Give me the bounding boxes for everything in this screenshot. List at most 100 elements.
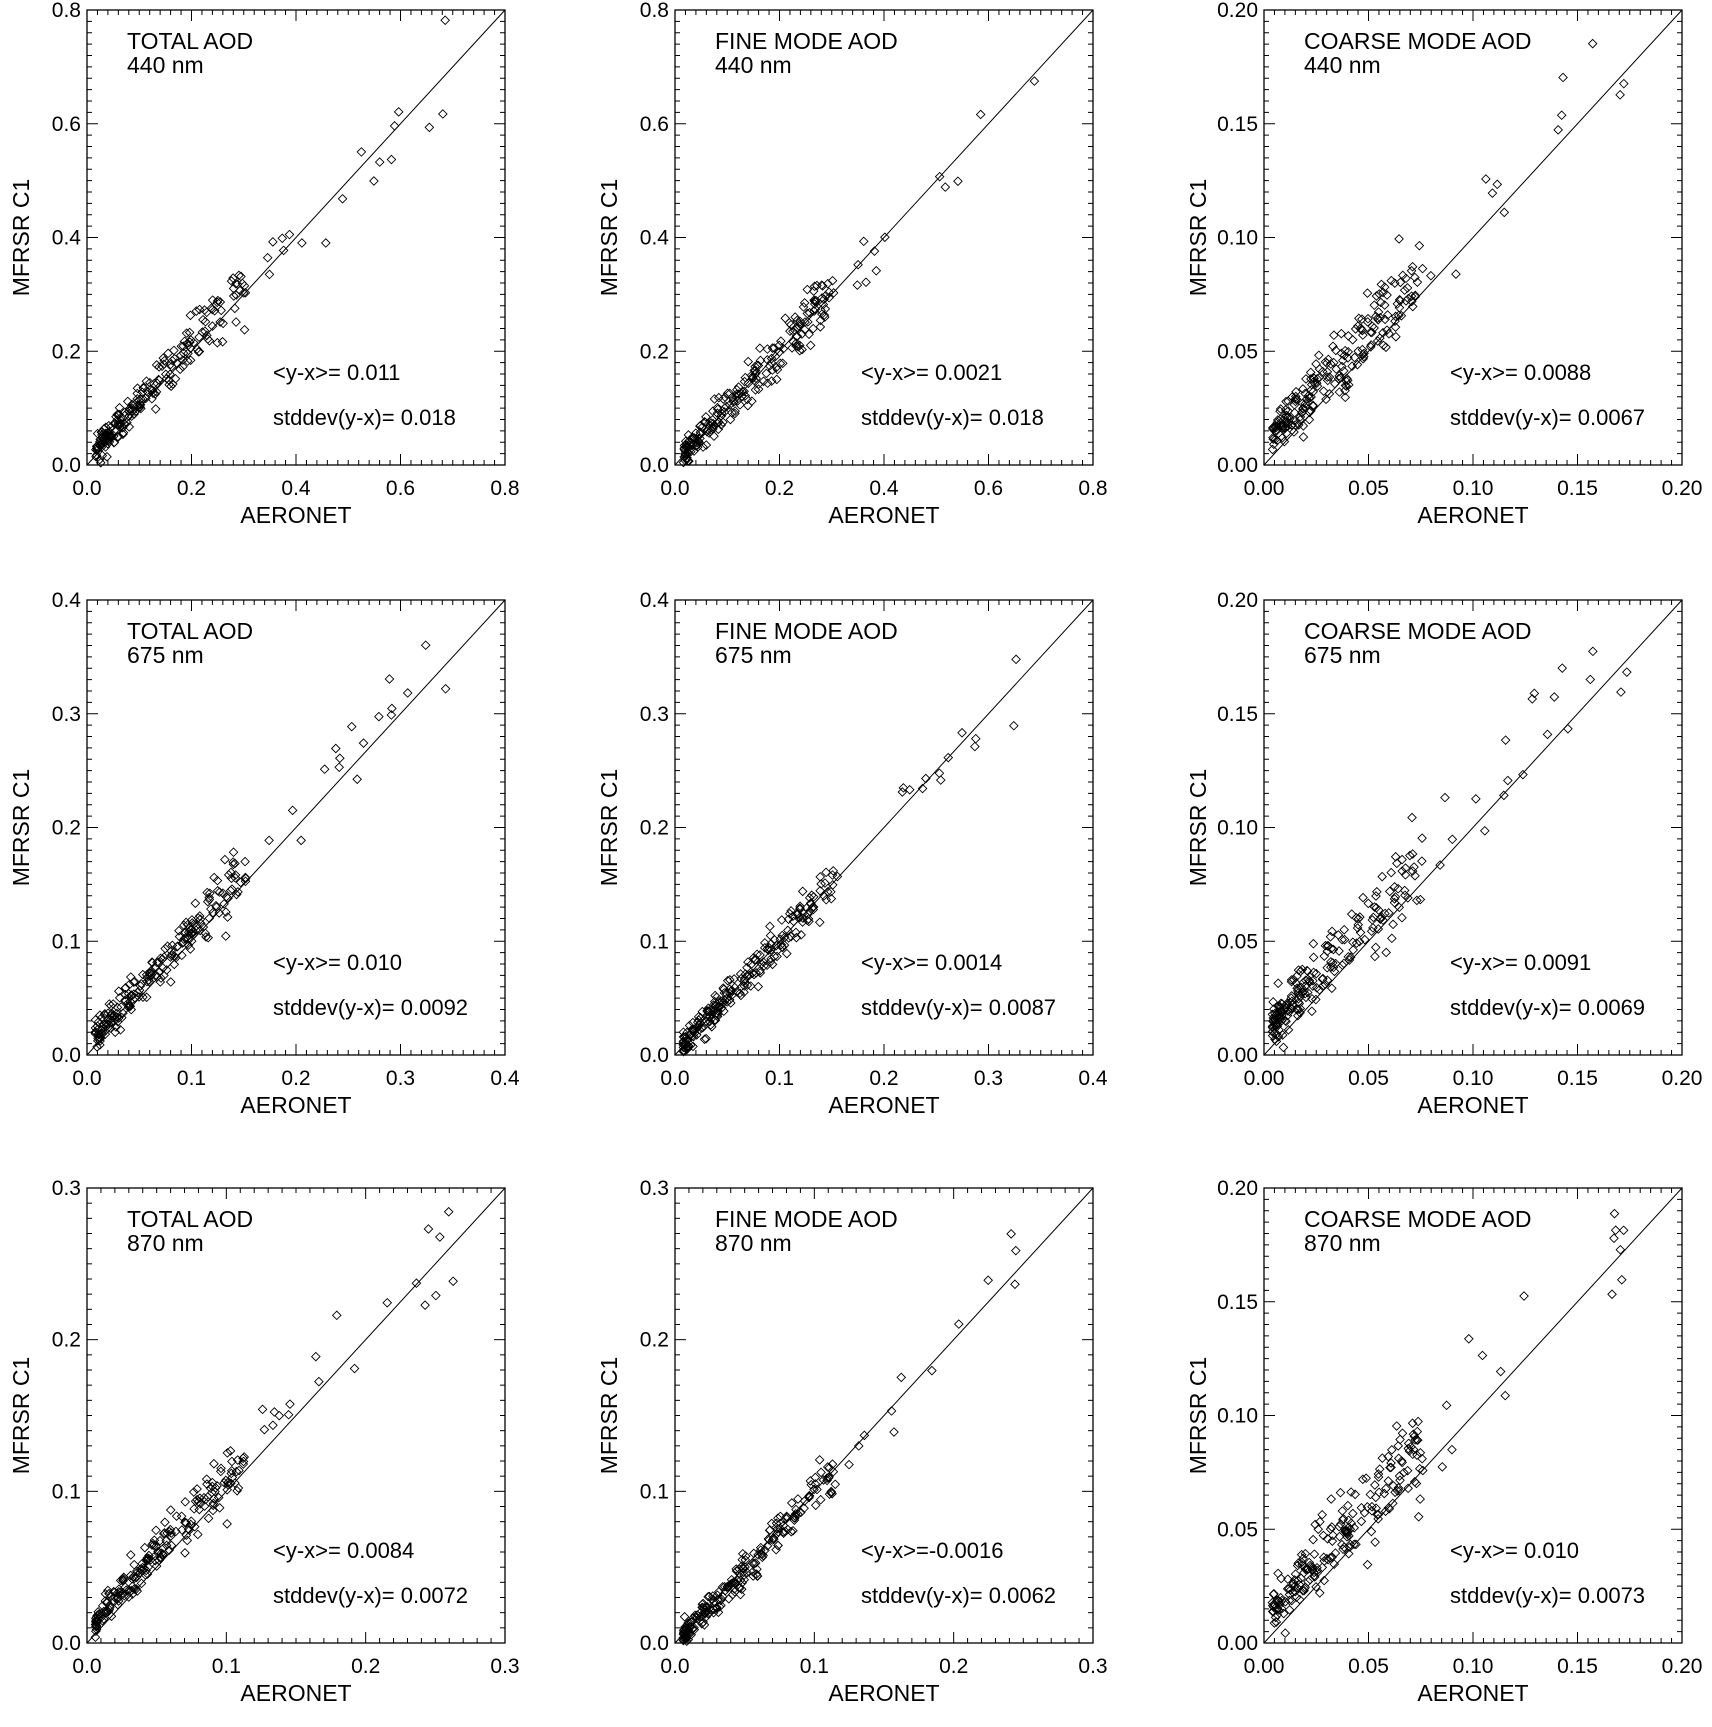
data-point [1362, 288, 1373, 298]
data-point [752, 949, 762, 960]
data-point [1417, 856, 1427, 867]
data-point [225, 885, 236, 896]
data-point [175, 350, 186, 361]
data-point [96, 442, 107, 453]
data-point [1407, 866, 1418, 876]
data-point [191, 306, 202, 316]
data-point [106, 1611, 117, 1622]
data-point [934, 768, 945, 779]
scatter-points [678, 654, 1021, 1057]
data-point [678, 1625, 689, 1636]
x-tick-label: 0.2 [177, 477, 206, 500]
data-point [165, 359, 176, 370]
data-point [1293, 1004, 1303, 1014]
data-point [151, 970, 161, 980]
data-point [138, 992, 148, 1002]
data-point [1352, 359, 1363, 370]
data-point [142, 976, 152, 987]
data-point [1402, 1465, 1413, 1476]
data-point [1275, 1005, 1286, 1016]
data-point [739, 1574, 750, 1585]
data-point [745, 981, 756, 991]
data-point [171, 1526, 181, 1537]
data-point [384, 674, 395, 684]
data-point [257, 1404, 268, 1415]
data-point [896, 1372, 907, 1383]
data-point [804, 1490, 815, 1501]
panel-wavelength: 675 nm [127, 642, 204, 668]
data-point [113, 432, 124, 442]
data-point [747, 968, 758, 979]
data-point [1385, 1462, 1395, 1473]
data-point [239, 324, 250, 335]
data-point [743, 378, 754, 389]
data-point [166, 381, 176, 392]
data-point [1326, 957, 1336, 967]
x-tick-label: 0.20 [1662, 477, 1703, 500]
data-point [693, 1015, 704, 1025]
data-point [1415, 894, 1426, 905]
data-point [805, 340, 816, 351]
data-point [767, 343, 778, 353]
stddev-label: stddev(y-x)= 0.0062 [861, 1583, 1056, 1608]
data-point [1354, 936, 1365, 947]
data-point [218, 318, 228, 329]
panel-title: FINE MODE AOD [715, 28, 898, 54]
y-axis-label: MFRSR C1 [596, 1357, 622, 1475]
y-tick-label: 0.20 [1217, 1177, 1258, 1200]
data-point [122, 396, 133, 407]
data-point [185, 355, 196, 366]
data-point [1357, 1474, 1368, 1485]
x-tick-label: 0.15 [1557, 1655, 1598, 1678]
data-point [1380, 908, 1390, 919]
x-tick-label: 0.05 [1348, 1655, 1389, 1678]
data-point [448, 1276, 458, 1287]
data-point [181, 328, 192, 339]
data-point [208, 907, 218, 918]
data-point [1322, 941, 1333, 951]
data-point [219, 899, 229, 909]
data-point [231, 317, 241, 327]
data-point [93, 1017, 104, 1027]
data-point [1268, 1606, 1278, 1617]
data-point [1334, 1521, 1344, 1532]
data-point [186, 936, 197, 946]
data-point [229, 303, 240, 314]
data-point [220, 1475, 231, 1486]
data-point [795, 901, 805, 912]
data-point [200, 326, 210, 337]
data-point [743, 356, 754, 367]
scatter-panel: 0.0 0.2 0.4 0.6 0.8 0.0 0.2 0.4 0.6 0.8 AERONET MFR… [596, 0, 1108, 528]
data-point [215, 297, 226, 307]
data-point [935, 775, 946, 785]
data-point [1365, 1489, 1376, 1500]
data-point [753, 379, 764, 390]
data-point [1326, 943, 1337, 954]
data-point [209, 305, 220, 316]
data-point [334, 753, 345, 764]
data-point [1406, 1441, 1416, 1452]
scatter-points [90, 1206, 458, 1643]
data-point [1399, 1467, 1409, 1478]
data-point [1352, 923, 1363, 933]
data-point [953, 176, 963, 187]
data-point [816, 1467, 826, 1478]
data-point [1393, 883, 1404, 894]
data-point [1318, 1552, 1329, 1563]
data-point [1299, 1567, 1309, 1578]
data-point [337, 193, 348, 204]
data-point [1370, 951, 1380, 962]
data-point [109, 418, 119, 429]
x-tick-label: 0.0 [660, 477, 689, 500]
data-point [1340, 392, 1351, 403]
data-point [349, 1363, 360, 1374]
data-point [788, 326, 798, 337]
data-point [1314, 372, 1324, 383]
data-point [827, 1488, 837, 1499]
data-point [1320, 357, 1331, 367]
data-point [1415, 1447, 1426, 1458]
data-point [828, 288, 839, 298]
data-point [204, 888, 215, 899]
data-point [153, 374, 164, 385]
data-point [791, 341, 801, 351]
